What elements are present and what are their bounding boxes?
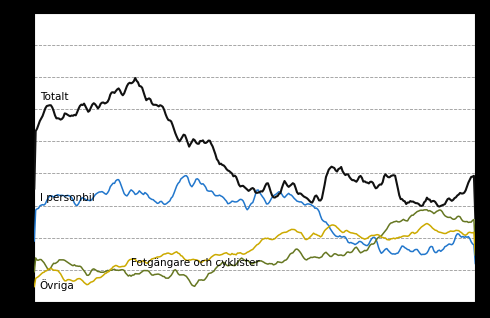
Text: I personbil: I personbil	[40, 193, 95, 203]
Text: Övriga: Övriga	[40, 279, 74, 291]
Text: Fotgängare och cyklister: Fotgängare och cyklister	[131, 258, 260, 268]
Text: Totalt: Totalt	[40, 93, 68, 102]
